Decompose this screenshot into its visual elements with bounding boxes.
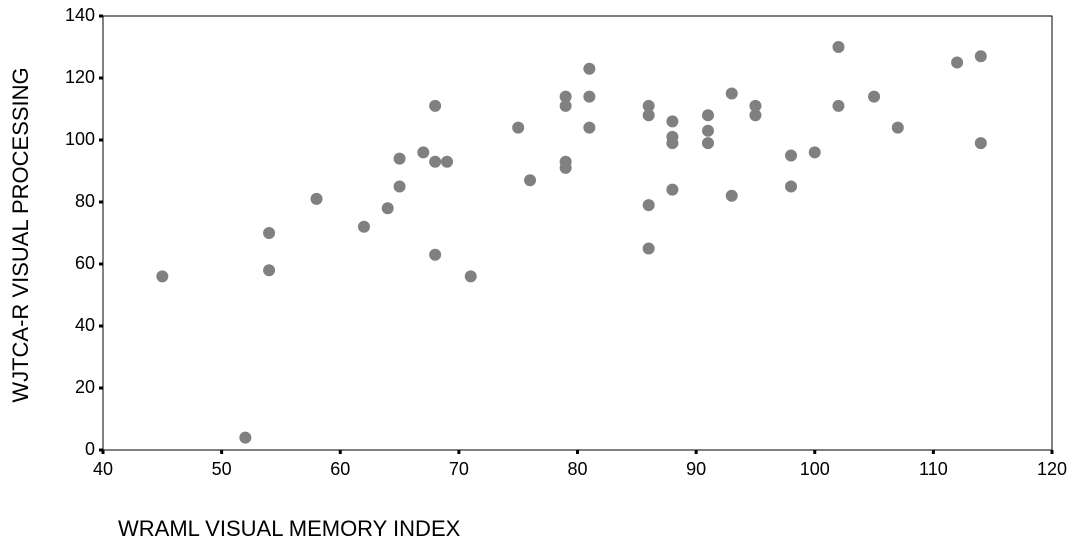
point xyxy=(832,99,845,112)
point xyxy=(642,199,655,212)
point xyxy=(583,62,596,75)
point xyxy=(891,121,904,134)
point xyxy=(642,109,655,122)
point xyxy=(441,155,454,168)
y-tick-label: 100 xyxy=(65,129,95,149)
point xyxy=(559,161,572,174)
point xyxy=(785,149,798,162)
point xyxy=(951,56,964,69)
x-tick-label: 70 xyxy=(449,459,469,479)
point xyxy=(310,192,323,205)
point xyxy=(559,99,572,112)
point xyxy=(974,50,987,63)
point xyxy=(393,152,406,165)
point xyxy=(701,109,714,122)
x-tick-label: 40 xyxy=(93,459,113,479)
point xyxy=(868,90,881,103)
y-tick-label: 0 xyxy=(85,439,95,459)
y-tick-label: 80 xyxy=(75,191,95,211)
y-tick-label: 40 xyxy=(75,315,95,335)
point xyxy=(642,242,655,255)
point xyxy=(263,264,276,277)
x-tick-label: 90 xyxy=(686,459,706,479)
point xyxy=(263,227,276,239)
point xyxy=(524,174,537,187)
point xyxy=(785,180,798,193)
x-tick-label: 60 xyxy=(330,459,350,479)
y-tick-label: 60 xyxy=(75,253,95,273)
point xyxy=(749,99,762,112)
point xyxy=(583,121,596,134)
point xyxy=(512,121,525,134)
plot-frame xyxy=(102,15,1053,451)
x-tick-label: 120 xyxy=(1037,459,1067,479)
point xyxy=(357,220,370,233)
point xyxy=(666,137,679,150)
point xyxy=(393,180,406,193)
point xyxy=(725,189,738,202)
x-tick-label: 80 xyxy=(567,459,587,479)
point xyxy=(381,202,394,215)
y-axis-title: WJTCA-R VISUAL PROCESSING xyxy=(8,67,33,402)
point xyxy=(464,270,477,283)
point xyxy=(417,146,430,159)
point xyxy=(974,137,987,150)
point xyxy=(156,270,169,283)
point xyxy=(429,99,442,112)
point xyxy=(701,137,714,150)
point xyxy=(666,183,679,196)
x-tick-label: 100 xyxy=(800,459,830,479)
point xyxy=(642,99,655,112)
y-tick-label: 140 xyxy=(65,5,95,25)
point xyxy=(725,87,738,100)
y-tick-label: 120 xyxy=(65,67,95,87)
y-tick-label: 20 xyxy=(75,377,95,397)
point xyxy=(666,115,679,128)
point xyxy=(749,109,762,122)
x-tick-label: 50 xyxy=(212,459,232,479)
x-axis-title: WRAML VISUAL MEMORY INDEX xyxy=(118,516,461,541)
point xyxy=(239,431,252,444)
point xyxy=(429,155,442,168)
point xyxy=(429,248,442,261)
x-tick-label: 110 xyxy=(919,459,948,479)
point xyxy=(559,90,572,103)
point xyxy=(832,41,845,53)
point xyxy=(583,90,596,103)
point xyxy=(701,124,714,137)
point xyxy=(808,146,821,159)
